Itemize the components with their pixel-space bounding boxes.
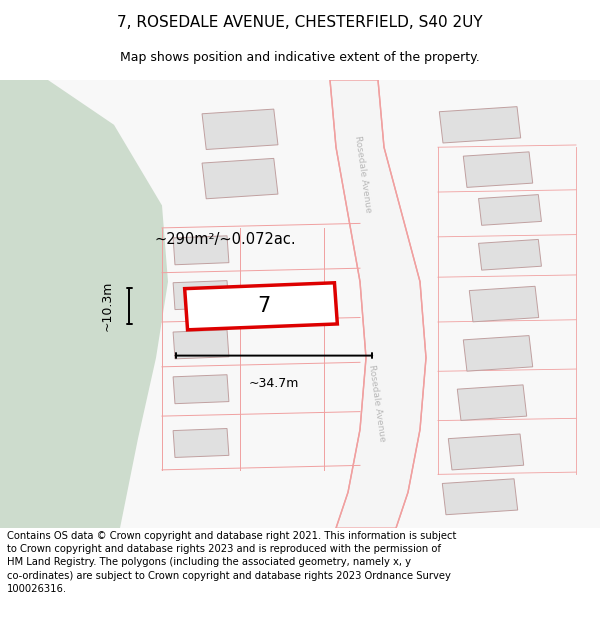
Text: ~290m²/~0.072ac.: ~290m²/~0.072ac.: [154, 232, 296, 247]
Polygon shape: [173, 429, 229, 458]
Text: ~10.3m: ~10.3m: [101, 281, 114, 331]
Text: Map shows position and indicative extent of the property.: Map shows position and indicative extent…: [120, 51, 480, 64]
Polygon shape: [469, 286, 539, 322]
Polygon shape: [439, 107, 521, 143]
Polygon shape: [330, 80, 426, 528]
Polygon shape: [173, 330, 229, 359]
Polygon shape: [202, 158, 278, 199]
Polygon shape: [463, 152, 533, 188]
Text: 7: 7: [257, 296, 271, 316]
Polygon shape: [463, 336, 533, 371]
Text: Contains OS data © Crown copyright and database right 2021. This information is : Contains OS data © Crown copyright and d…: [7, 531, 457, 594]
Text: 7, ROSEDALE AVENUE, CHESTERFIELD, S40 2UY: 7, ROSEDALE AVENUE, CHESTERFIELD, S40 2U…: [117, 15, 483, 30]
Polygon shape: [448, 434, 524, 470]
Polygon shape: [173, 281, 229, 309]
Polygon shape: [173, 375, 229, 404]
Polygon shape: [173, 236, 229, 265]
Text: ~34.7m: ~34.7m: [249, 377, 299, 390]
Polygon shape: [479, 239, 541, 270]
Polygon shape: [457, 385, 527, 421]
Polygon shape: [479, 194, 541, 225]
Text: Rosedale Avenue: Rosedale Avenue: [367, 364, 386, 442]
Text: Rosedale Avenue: Rosedale Avenue: [353, 135, 372, 213]
Polygon shape: [202, 109, 278, 149]
Polygon shape: [442, 479, 518, 515]
Polygon shape: [185, 282, 337, 330]
Polygon shape: [0, 80, 168, 528]
